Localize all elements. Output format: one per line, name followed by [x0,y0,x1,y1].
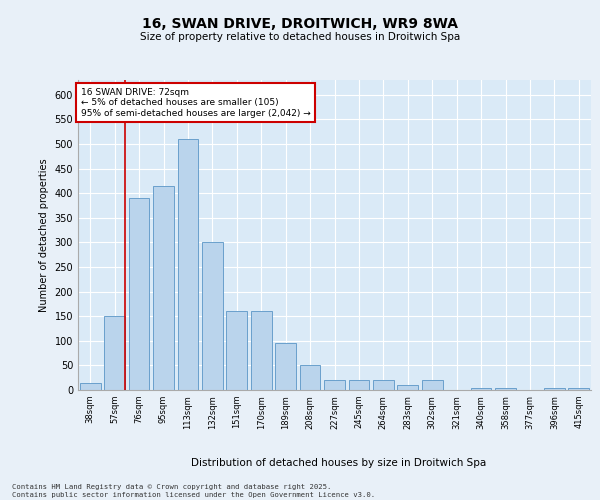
Bar [153,186,174,390]
Text: Contains HM Land Registry data © Crown copyright and database right 2025.
Contai: Contains HM Land Registry data © Crown c… [12,484,375,498]
Y-axis label: Number of detached properties: Number of detached properties [39,158,49,312]
Bar [495,388,516,390]
Text: Distribution of detached houses by size in Droitwich Spa: Distribution of detached houses by size … [191,458,487,468]
Bar [324,380,345,390]
Bar [178,139,199,390]
Bar [128,198,149,390]
Bar [422,380,443,390]
Text: 16 SWAN DRIVE: 72sqm
← 5% of detached houses are smaller (105)
95% of semi-detac: 16 SWAN DRIVE: 72sqm ← 5% of detached ho… [80,88,310,118]
Bar [80,382,101,390]
Bar [470,388,491,390]
Bar [349,380,370,390]
Bar [251,312,272,390]
Bar [275,344,296,390]
Bar [544,388,565,390]
Bar [104,316,125,390]
Bar [202,242,223,390]
Text: Size of property relative to detached houses in Droitwich Spa: Size of property relative to detached ho… [140,32,460,42]
Bar [299,366,320,390]
Bar [397,385,418,390]
Bar [568,388,589,390]
Bar [226,312,247,390]
Text: 16, SWAN DRIVE, DROITWICH, WR9 8WA: 16, SWAN DRIVE, DROITWICH, WR9 8WA [142,18,458,32]
Bar [373,380,394,390]
